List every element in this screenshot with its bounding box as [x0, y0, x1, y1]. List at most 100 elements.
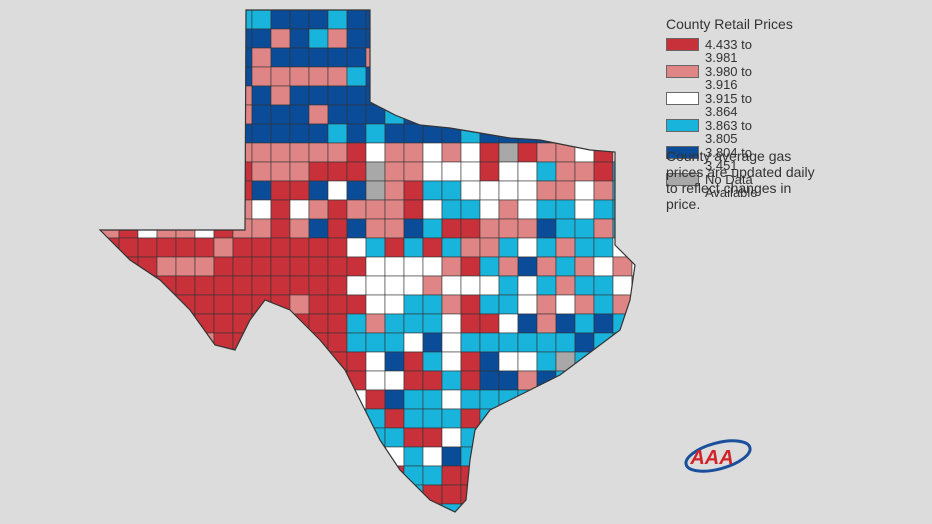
county — [555, 332, 576, 353]
county — [289, 294, 310, 315]
county — [251, 161, 272, 182]
legend-items: 4.433 to 3.981 3.980 to 3.916 3.915 to 3.8… — [666, 38, 836, 199]
county — [232, 237, 253, 258]
county — [536, 294, 557, 315]
county — [574, 313, 595, 334]
county — [593, 503, 614, 512]
county — [270, 332, 291, 353]
county — [100, 503, 120, 512]
county — [593, 370, 614, 391]
legend-item: No Data Available — [666, 173, 836, 199]
county — [175, 389, 196, 410]
county — [365, 503, 386, 512]
county — [479, 313, 500, 334]
county — [118, 446, 139, 467]
county — [118, 465, 139, 486]
county — [251, 218, 272, 239]
county — [365, 28, 386, 49]
county — [118, 85, 139, 106]
county — [346, 47, 367, 68]
legend-label: 3.863 to 3.805 — [705, 118, 752, 146]
county — [346, 294, 367, 315]
county — [574, 332, 595, 353]
county — [517, 484, 538, 505]
county — [479, 66, 500, 87]
county — [327, 180, 348, 201]
county — [403, 408, 424, 429]
county — [213, 370, 234, 391]
county — [175, 66, 196, 87]
county — [612, 332, 633, 353]
county — [631, 66, 635, 87]
county — [365, 294, 386, 315]
county — [593, 218, 614, 239]
county — [441, 237, 462, 258]
county — [118, 294, 139, 315]
county — [137, 332, 158, 353]
county — [612, 237, 633, 258]
county — [403, 313, 424, 334]
county — [517, 446, 538, 467]
logo-text: AAA — [689, 447, 733, 469]
county — [308, 104, 329, 125]
county — [631, 161, 635, 182]
county — [460, 180, 481, 201]
county — [194, 427, 215, 448]
county — [403, 465, 424, 486]
county — [460, 465, 481, 486]
county — [213, 256, 234, 277]
county — [232, 465, 253, 486]
county — [156, 370, 177, 391]
county — [175, 294, 196, 315]
county — [422, 465, 443, 486]
county — [308, 66, 329, 87]
county — [555, 370, 576, 391]
county — [232, 256, 253, 277]
county — [536, 85, 557, 106]
county — [441, 123, 462, 144]
county — [194, 104, 215, 125]
county — [175, 47, 196, 68]
county — [612, 294, 633, 315]
county — [536, 237, 557, 258]
county — [156, 66, 177, 87]
county — [100, 389, 120, 410]
county — [574, 161, 595, 182]
county — [517, 237, 538, 258]
county — [536, 351, 557, 372]
county — [441, 484, 462, 505]
county — [137, 427, 158, 448]
county — [441, 370, 462, 391]
county — [460, 104, 481, 125]
county — [251, 66, 272, 87]
county — [479, 104, 500, 125]
county — [100, 104, 120, 125]
county — [536, 66, 557, 87]
county — [403, 47, 424, 68]
county — [270, 218, 291, 239]
county — [156, 218, 177, 239]
county — [137, 408, 158, 429]
county — [498, 275, 519, 296]
county — [574, 85, 595, 106]
county — [232, 408, 253, 429]
county — [137, 313, 158, 334]
county — [100, 465, 120, 486]
county — [156, 10, 177, 30]
county — [422, 332, 443, 353]
county — [346, 66, 367, 87]
county — [574, 503, 595, 512]
county — [270, 370, 291, 391]
county — [555, 408, 576, 429]
county — [422, 294, 443, 315]
county — [498, 408, 519, 429]
county — [118, 370, 139, 391]
county — [479, 199, 500, 220]
county — [156, 123, 177, 144]
county — [346, 180, 367, 201]
county — [289, 10, 310, 30]
county — [536, 142, 557, 163]
county — [555, 10, 576, 30]
county — [289, 47, 310, 68]
county — [441, 389, 462, 410]
